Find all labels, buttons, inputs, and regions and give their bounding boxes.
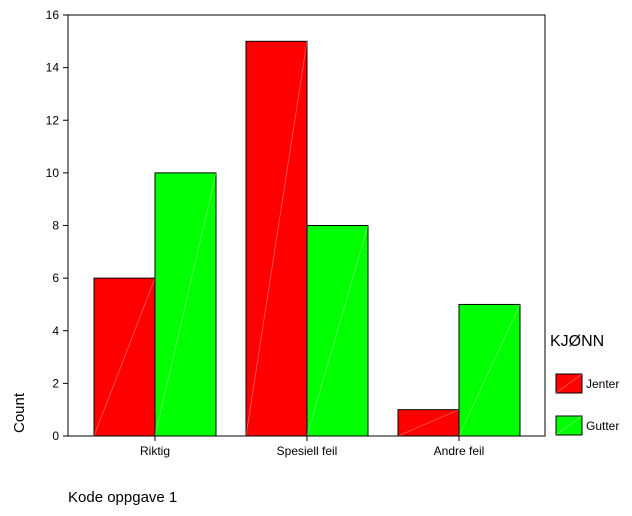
bar-jenter-1	[245, 40, 308, 437]
bar-rect	[93, 277, 156, 437]
y-ticks-layer: 0 2 4 6 8 10 12 14 16	[46, 8, 68, 443]
legend: KJØNN Jenter Gutter	[550, 333, 619, 436]
x-category-label: Andre feil	[434, 444, 485, 458]
y-tick-label: 16	[46, 8, 60, 22]
bar-rect	[154, 172, 217, 437]
bar-sheen	[458, 304, 521, 437]
bar-gutter-2	[458, 303, 521, 437]
bar-sheen	[245, 41, 308, 437]
legend-title: KJØNN	[550, 333, 604, 350]
y-tick-label: 10	[46, 166, 60, 180]
y-tick-label: 6	[52, 271, 59, 285]
x-axis-title: Kode oppgave 1	[68, 489, 177, 506]
bar-gutter-1	[306, 225, 369, 437]
bar-jenter-0	[93, 277, 156, 437]
legend-item-gutter: Gutter	[555, 415, 619, 436]
bars-layer	[93, 40, 521, 437]
y-tick-label: 8	[52, 219, 59, 233]
legend-swatch-sheen	[555, 373, 583, 394]
bar-gutter-0	[154, 172, 217, 437]
bar-rect	[245, 40, 308, 437]
y-tick-label: 4	[52, 324, 59, 338]
legend-item-jenter: Jenter	[555, 373, 619, 394]
x-category-layer: Riktig Spesiell feil Andre feil	[140, 436, 484, 458]
legend-label: Gutter	[586, 419, 619, 433]
bar-rect	[306, 225, 369, 437]
y-tick-label: 14	[46, 61, 60, 75]
legend-swatch-sheen	[555, 415, 583, 436]
bar-rect	[458, 303, 521, 437]
y-axis-title: Count	[11, 392, 28, 433]
bar-sheen	[93, 277, 156, 437]
legend-swatch	[555, 415, 583, 436]
bar-sheen	[397, 409, 460, 437]
y-tick-label: 2	[52, 376, 59, 390]
legend-items: Jenter Gutter	[555, 373, 619, 436]
x-category-label: Spesiell feil	[277, 444, 338, 458]
legend-label: Jenter	[586, 377, 619, 391]
y-tick-label: 0	[52, 429, 59, 443]
bar-sheen	[154, 172, 217, 437]
legend-swatch	[555, 373, 583, 394]
x-category-label: Riktig	[140, 444, 170, 458]
bar-sheen	[306, 225, 369, 437]
y-tick-label: 12	[46, 113, 60, 127]
bar-jenter-2	[397, 409, 460, 437]
